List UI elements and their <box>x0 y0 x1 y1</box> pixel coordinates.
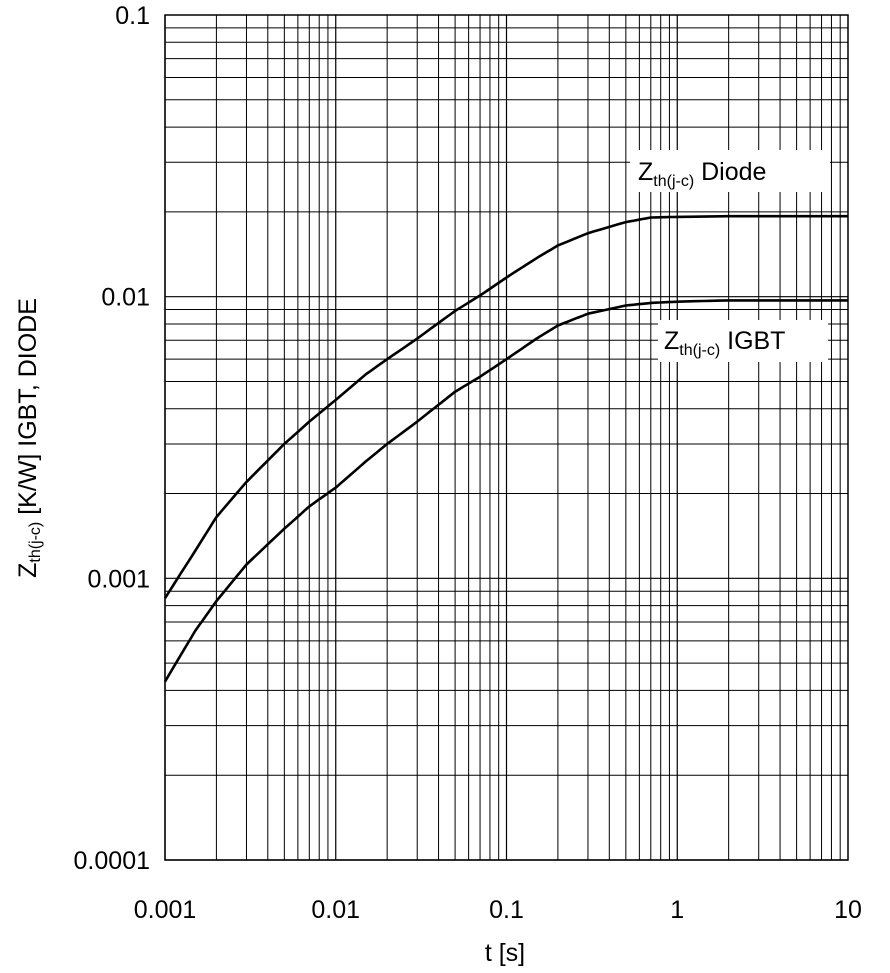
y-axis-title-sub: th(j-c) <box>27 522 44 563</box>
x-tick-label: 0.001 <box>134 896 197 924</box>
y-tick-label: 0.01 <box>101 284 150 312</box>
series-line-igbt <box>163 299 848 683</box>
series-label-diode-text: Zth(j-c) Diode <box>638 158 766 190</box>
grid <box>164 15 848 861</box>
y-tick-label: 0.0001 <box>74 847 150 875</box>
series-label-diode-main: Z <box>638 158 653 186</box>
y-axis-title-main: Z <box>14 563 42 578</box>
series-label-igbt-sub: th(j-c) <box>679 342 720 359</box>
series-label-igbt-text: Zth(j-c) IGBT <box>664 327 785 359</box>
y-axis-title-rest: [K/W] IGBT, DIODE <box>14 298 42 522</box>
series-label-diode: Zth(j-c) Diode <box>630 150 830 192</box>
x-tick-label: 10 <box>834 896 862 924</box>
series-line-diode <box>163 214 848 599</box>
series-label-igbt-main: Z <box>664 327 679 355</box>
x-tick-label: 0.1 <box>489 896 524 924</box>
y-tick-label: 0.001 <box>87 565 150 593</box>
series-label-diode-bg <box>630 150 830 192</box>
plot-frame <box>164 14 849 861</box>
curves <box>163 214 848 683</box>
x-tick-label: 0.01 <box>311 896 360 924</box>
series-label-igbt-bg <box>658 320 828 362</box>
y-tick-label: 0.1 <box>115 2 150 30</box>
series-label-diode-rest: Diode <box>694 158 766 186</box>
series-label-igbt: Zth(j-c) IGBT <box>658 320 828 362</box>
x-tick-label: 1 <box>670 896 684 924</box>
tick-labels: 0.001 0.01 0.1 1 10 0.1 0.01 0.001 0.0001 <box>74 2 862 924</box>
series-label-igbt-rest: IGBT <box>720 327 785 355</box>
series-label-diode-sub: th(j-c) <box>653 173 694 190</box>
y-axis-title: Zth(j-c) [K/W] IGBT, DIODE <box>14 298 44 578</box>
x-axis-title: t [s] <box>485 939 525 967</box>
